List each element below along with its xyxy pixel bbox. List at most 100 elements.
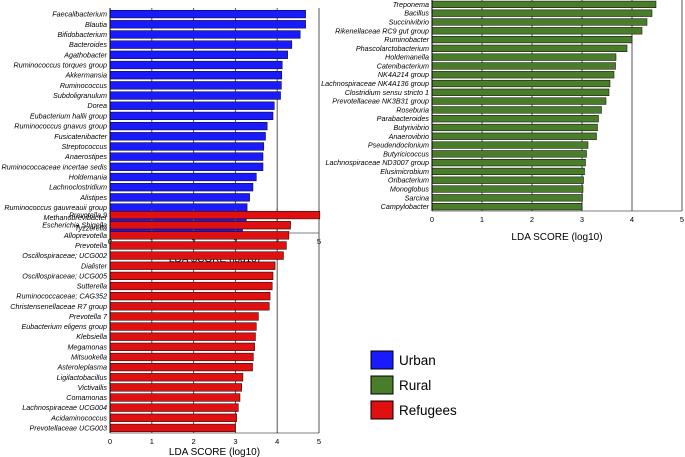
bar-urban-14: [109, 152, 264, 161]
x-tick-label: 3: [233, 437, 237, 446]
bar-urban-4: [109, 50, 288, 59]
bar-urban-16: [109, 172, 257, 182]
category-label: Oscillospiraceae; UCG005: [22, 271, 108, 280]
bar-rural-8: [431, 71, 615, 79]
legend-label-urban: Urban: [399, 353, 436, 368]
category-label: Campylobacter: [381, 202, 430, 211]
bar-rural-20: [431, 176, 584, 184]
category-label: Treponema: [393, 0, 429, 9]
category-label: Ruminobacter: [384, 35, 429, 44]
category-label: Lachnoclostridium: [49, 183, 107, 192]
bar-refugees-4: [109, 251, 284, 260]
category-label: Subdoligranulum: [53, 91, 107, 100]
bar-refugees-14: [109, 352, 254, 362]
category-label: Butyricicoccus: [383, 149, 429, 158]
category-label: Bacteroides: [69, 40, 107, 49]
category-label: Prevotella: [75, 241, 107, 250]
category-label: Dialister: [81, 261, 108, 270]
category-label: Lachnospiraceae UCG004: [22, 403, 107, 412]
bar-rural-9: [431, 79, 611, 88]
bar-refugees-0: [109, 210, 321, 220]
bar-urban-0: [109, 9, 306, 19]
bar-rural-17: [431, 150, 587, 158]
bar-urban-5: [109, 60, 283, 70]
bar-rural-23: [431, 203, 583, 211]
category-label: Alistipes: [79, 193, 107, 202]
bar-urban-12: [109, 132, 266, 141]
bar-rural-10: [431, 88, 610, 96]
category-label: Anaerostipes: [64, 152, 107, 161]
bar-refugees-13: [109, 342, 255, 351]
category-label: Eubacterium eligens group: [21, 322, 107, 331]
category-label: Butyrivibrio: [393, 123, 429, 132]
legend-swatch-urban: [370, 350, 394, 370]
bar-rural-18: [431, 159, 586, 167]
x-tick-label: 2: [192, 437, 196, 446]
x-tick-label: 1: [480, 215, 484, 224]
bar-refugees-12: [109, 332, 256, 341]
bar-rural-5: [431, 44, 628, 52]
category-label: Sarcina: [405, 193, 429, 202]
category-label: NK4A214 group: [378, 70, 429, 79]
bar-refugees-19: [109, 403, 239, 412]
bar-refugees-15: [109, 363, 253, 372]
category-label: Faecalibacterium: [52, 10, 107, 19]
category-label: Mitsuokella: [71, 352, 107, 361]
category-label: Parabacteroides: [377, 114, 430, 123]
legend-label-rural: Rural: [399, 378, 431, 393]
bar-urban-18: [109, 193, 250, 202]
rural-lda-chart: TreponemaBacillusSuccinivibrioRikenellac…: [321, 0, 684, 243]
category-label: Streptococcus: [61, 142, 107, 151]
category-label: Prevotellaceae NK3B31 group: [332, 97, 429, 106]
category-label: Christensenellaceae R7 group: [10, 302, 107, 311]
category-label: Roseburia: [396, 105, 429, 114]
category-label: Lachnospiraceae ND3007 group: [326, 158, 430, 167]
legend: Urban Rural Refugees: [370, 350, 457, 420]
bar-urban-9: [109, 101, 275, 110]
bar-rural-3: [431, 27, 643, 35]
bar-urban-1: [109, 20, 306, 29]
category-label: Holdemanella: [385, 53, 429, 62]
bar-refugees-18: [109, 393, 241, 402]
category-label: Alloprevotella: [63, 231, 107, 240]
category-label: Megamonas: [67, 342, 107, 351]
x-tick-label: 5: [680, 215, 684, 224]
category-label: Klebsiella: [76, 332, 107, 341]
category-label: Oscillospiraceae; UCG002: [22, 251, 107, 260]
bar-rural-4: [431, 35, 633, 44]
x-tick-label: 2: [530, 215, 534, 224]
bar-refugees-2: [109, 231, 290, 240]
bar-rural-6: [431, 53, 617, 61]
bar-refugees-9: [109, 302, 270, 311]
bar-urban-6: [109, 71, 283, 80]
legend-label-refugees: Refugees: [399, 403, 457, 418]
category-label: Ruminococcaceae; CAG352: [16, 292, 107, 301]
category-label: Sutterella: [77, 282, 107, 291]
bar-rural-22: [431, 194, 583, 202]
bar-rural-0: [431, 0, 657, 8]
category-label: Bacillus: [404, 9, 429, 18]
category-label: Blautia: [85, 20, 107, 29]
bar-rural-11: [431, 97, 607, 105]
category-label: Pseudendoclonium: [368, 141, 429, 150]
bar-refugees-1: [109, 221, 291, 230]
bar-urban-11: [109, 121, 268, 131]
category-label: Dorea: [87, 101, 107, 110]
category-label: Ruminococcaceae incertae sedis: [2, 162, 108, 171]
bar-refugees-16: [109, 373, 244, 382]
bar-rural-16: [431, 141, 589, 149]
bar-urban-10: [109, 111, 274, 121]
category-label: Asteroleplasma: [56, 363, 107, 372]
category-label: Ruminococcus gnavus group: [14, 122, 107, 131]
category-label: Eubacterium hallii group: [30, 111, 107, 120]
x-axis-title: LDA SCORE (log10): [511, 232, 602, 243]
category-label: Prevotella 7: [69, 312, 108, 321]
x-tick-label: 0: [430, 215, 434, 224]
x-tick-label: 1: [150, 437, 154, 446]
bar-refugees-8: [109, 292, 271, 301]
bar-urban-3: [109, 40, 293, 49]
bar-urban-15: [109, 162, 264, 171]
bar-refugees-5: [109, 261, 276, 270]
bar-urban-17: [109, 183, 254, 192]
